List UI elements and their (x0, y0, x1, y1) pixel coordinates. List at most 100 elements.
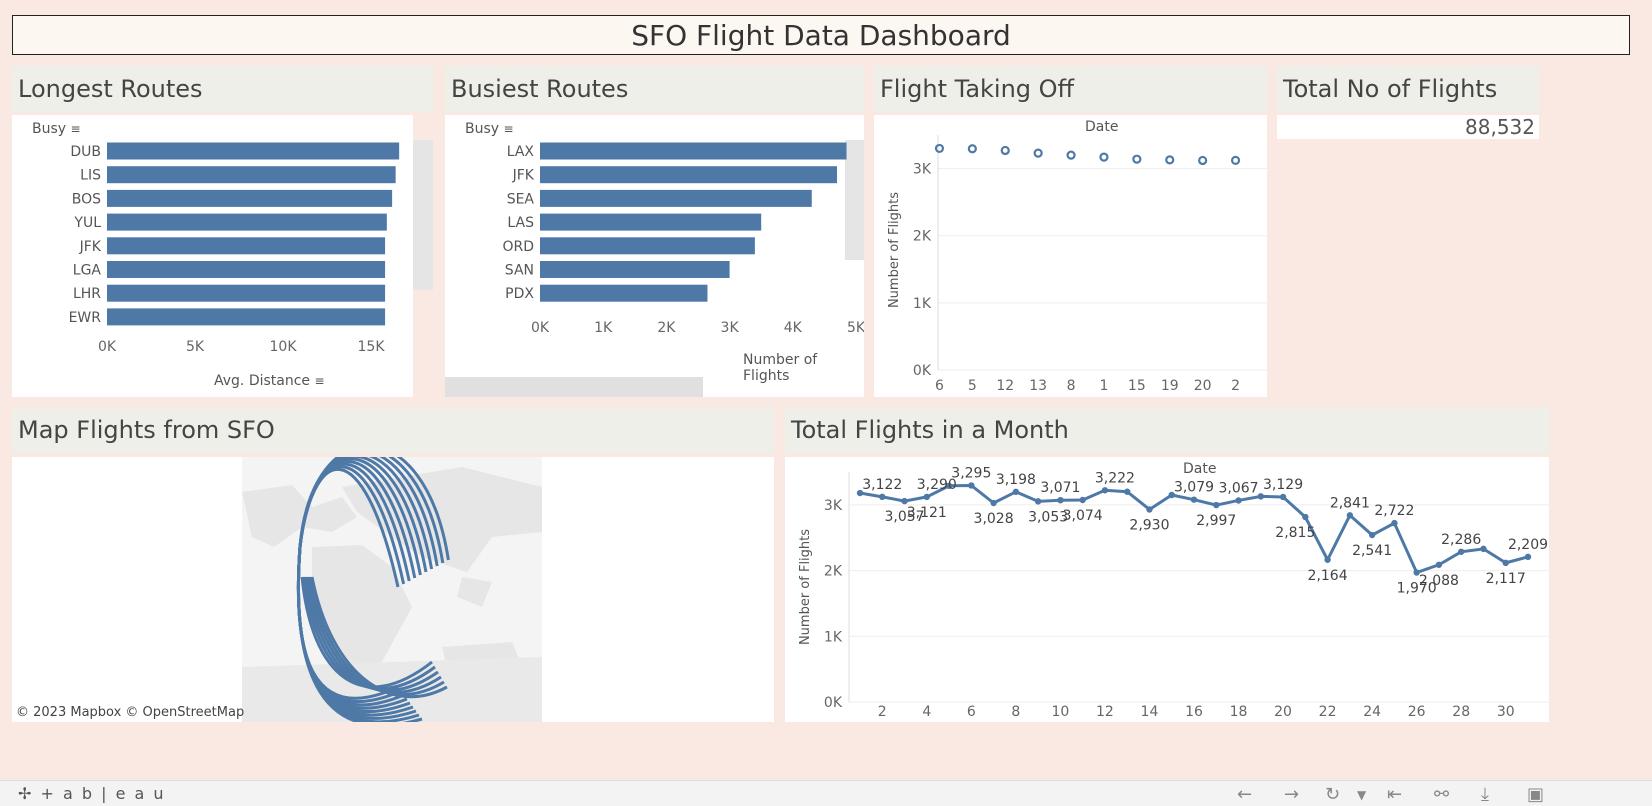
fullscreen-icon[interactable]: ▣ (1527, 784, 1545, 805)
x-tick-label: 0K (531, 320, 550, 336)
data-point (923, 493, 930, 501)
data-label: 3,057 (884, 509, 924, 525)
data-point (1057, 496, 1064, 504)
category-label: DUB (70, 144, 101, 160)
x-tick-label: 6 (967, 704, 976, 720)
data-label: 2,209 (1508, 537, 1548, 553)
category-label: PDX (505, 286, 534, 302)
x-tick-label: 14 (1141, 704, 1159, 720)
route-arc (300, 576, 433, 689)
data-label: 2,541 (1352, 543, 1392, 559)
month-top-label: Date (1183, 461, 1217, 477)
undo-icon[interactable]: ← (1237, 784, 1253, 805)
category-label: LHR (73, 286, 101, 302)
tableau-brand: + a b | e a u (40, 784, 166, 803)
y-tick-label: 1K (913, 296, 932, 312)
x-tick-label: 8 (1011, 704, 1020, 720)
longest-axis-title[interactable]: Avg. Distance ≡ (214, 373, 325, 389)
data-point (879, 493, 886, 501)
x-tick-label: 30 (1497, 704, 1515, 720)
data-point (1165, 155, 1175, 165)
takeoff-title: Flight Taking Off (874, 66, 1267, 112)
data-point (1213, 501, 1220, 509)
longest-filter-label: Busy (32, 121, 67, 137)
data-point (1302, 513, 1309, 521)
data-point (1257, 493, 1264, 500)
y-tick-label: 1K (824, 629, 843, 645)
data-point (990, 499, 997, 507)
busiest-routes-title: Busiest Routes (445, 66, 864, 112)
longest-routes-title: Longest Routes (12, 66, 433, 112)
bar (540, 166, 838, 184)
route-arc (296, 546, 423, 722)
map-attribution: © 2023 Mapbox © OpenStreetMap (16, 705, 245, 720)
x-tick-label: 24 (1363, 704, 1381, 720)
x-tick-label: 12 (1096, 704, 1114, 720)
data-label: 2,164 (1308, 568, 1348, 584)
data-label: 2,930 (1129, 517, 1169, 533)
x-tick-label: 2 (878, 704, 887, 720)
category-label: LIS (80, 168, 101, 184)
busiest-filter[interactable]: Busy ≡ (465, 121, 514, 137)
longest-scrollbar[interactable] (413, 140, 433, 290)
data-point (1235, 497, 1242, 504)
month-panel: Date 0K 1K 2K 3K Number of Flights 3,122 3,057… (785, 457, 1549, 722)
month-chart: 0K 1K 2K 3K Number of Flights 3,122 3,0573,121… (798, 465, 1549, 720)
redo-icon[interactable]: → (1284, 784, 1300, 805)
data-point (968, 482, 975, 489)
data-point (1168, 491, 1175, 499)
sort-icon[interactable]: ≡ (70, 122, 81, 136)
x-tick-label: 6 (935, 378, 944, 394)
longest-axis-label: Avg. Distance (214, 373, 311, 389)
busiest-hscrollbar[interactable] (445, 377, 703, 397)
x-tick-label: 5 (968, 378, 977, 394)
bar (540, 237, 755, 255)
data-label: 2,997 (1196, 513, 1236, 529)
x-tick-label: 2K (657, 320, 676, 336)
x-tick-label: 1 (1099, 378, 1108, 394)
data-label: 3,071 (1040, 480, 1080, 496)
bar (540, 142, 847, 160)
revert-all-icon[interactable]: ⇤ (1387, 784, 1403, 805)
x-tick-label: 4 (922, 704, 931, 720)
takeoff-chart: 0K 1K 2K 3K Number of Flights 6 5 12 13 8 1 15 19 20 2 (887, 135, 1267, 394)
map-land (242, 457, 542, 722)
x-tick-label: 18 (1230, 704, 1248, 720)
x-tick-label: 8 (1067, 378, 1076, 394)
sort-icon[interactable]: ≡ (503, 122, 514, 136)
x-tick-label: 1K (594, 320, 613, 336)
longest-filter[interactable]: Busy ≡ (32, 121, 81, 137)
download-icon[interactable]: ⤓ (1481, 784, 1489, 805)
data-point (1190, 496, 1198, 503)
data-point (1034, 498, 1042, 505)
data-point (1324, 556, 1331, 563)
data-label: 3,198 (996, 472, 1036, 488)
bar (107, 213, 387, 231)
map-panel[interactable]: © 2023 Mapbox © OpenStreetMap (12, 457, 774, 722)
total-flights-value: 88,532 (1277, 115, 1539, 139)
data-point (1346, 512, 1354, 519)
map-europe-shape (242, 485, 357, 547)
share-icon[interactable]: ⚯ (1434, 784, 1450, 805)
route-arc (306, 576, 442, 694)
category-label: LAS (507, 215, 534, 231)
flight-map[interactable] (12, 457, 774, 722)
data-label: 3,053 (1028, 509, 1068, 525)
tableau-logo[interactable]: ✢ + a b | e a u (18, 784, 166, 803)
data-label: 3,129 (1263, 477, 1303, 493)
busiest-vscrollbar[interactable] (845, 140, 864, 260)
sort-icon[interactable]: ≡ (314, 374, 325, 388)
map-title: Map Flights from SFO (12, 407, 774, 453)
data-point (1230, 155, 1241, 165)
x-tick-label: 19 (1161, 378, 1179, 394)
data-point (1391, 519, 1398, 527)
data-point (1012, 488, 1020, 496)
revert-icon[interactable]: ↻ (1325, 784, 1341, 805)
x-tick-label: 0K (98, 339, 117, 355)
bar (107, 142, 400, 160)
data-label: 1,970 (1397, 581, 1437, 597)
y-tick-label: 0K (913, 363, 932, 379)
category-label: JFK (79, 239, 102, 255)
category-label: JFK (512, 168, 535, 184)
chevron-down-icon[interactable]: ▼ (1357, 788, 1367, 802)
